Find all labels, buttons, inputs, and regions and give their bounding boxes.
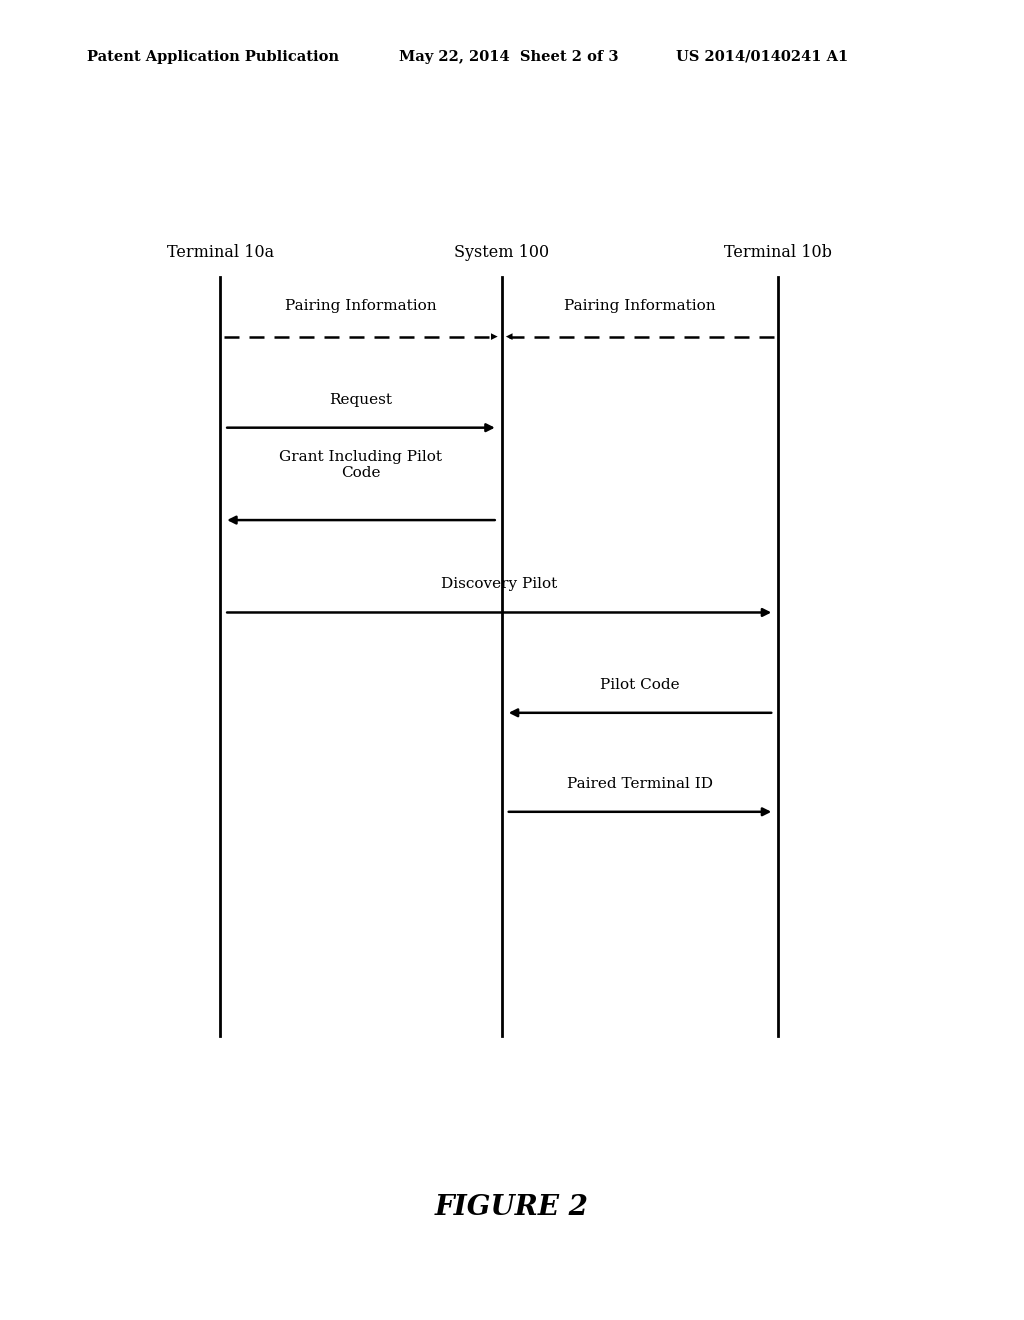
Text: May 22, 2014  Sheet 2 of 3: May 22, 2014 Sheet 2 of 3 [399,50,618,63]
Text: Discovery Pilot: Discovery Pilot [441,577,557,591]
Text: Grant Including Pilot
Code: Grant Including Pilot Code [280,450,442,480]
Text: Terminal 10b: Terminal 10b [724,244,833,261]
Text: Pilot Code: Pilot Code [600,677,680,692]
Text: System 100: System 100 [455,244,549,261]
Text: Patent Application Publication: Patent Application Publication [87,50,339,63]
Text: Pairing Information: Pairing Information [285,298,437,313]
Text: FIGURE 2: FIGURE 2 [435,1195,589,1221]
Text: Terminal 10a: Terminal 10a [167,244,273,261]
Text: US 2014/0140241 A1: US 2014/0140241 A1 [676,50,848,63]
Text: Paired Terminal ID: Paired Terminal ID [567,776,713,791]
Text: Pairing Information: Pairing Information [564,298,716,313]
Text: Request: Request [330,392,392,407]
